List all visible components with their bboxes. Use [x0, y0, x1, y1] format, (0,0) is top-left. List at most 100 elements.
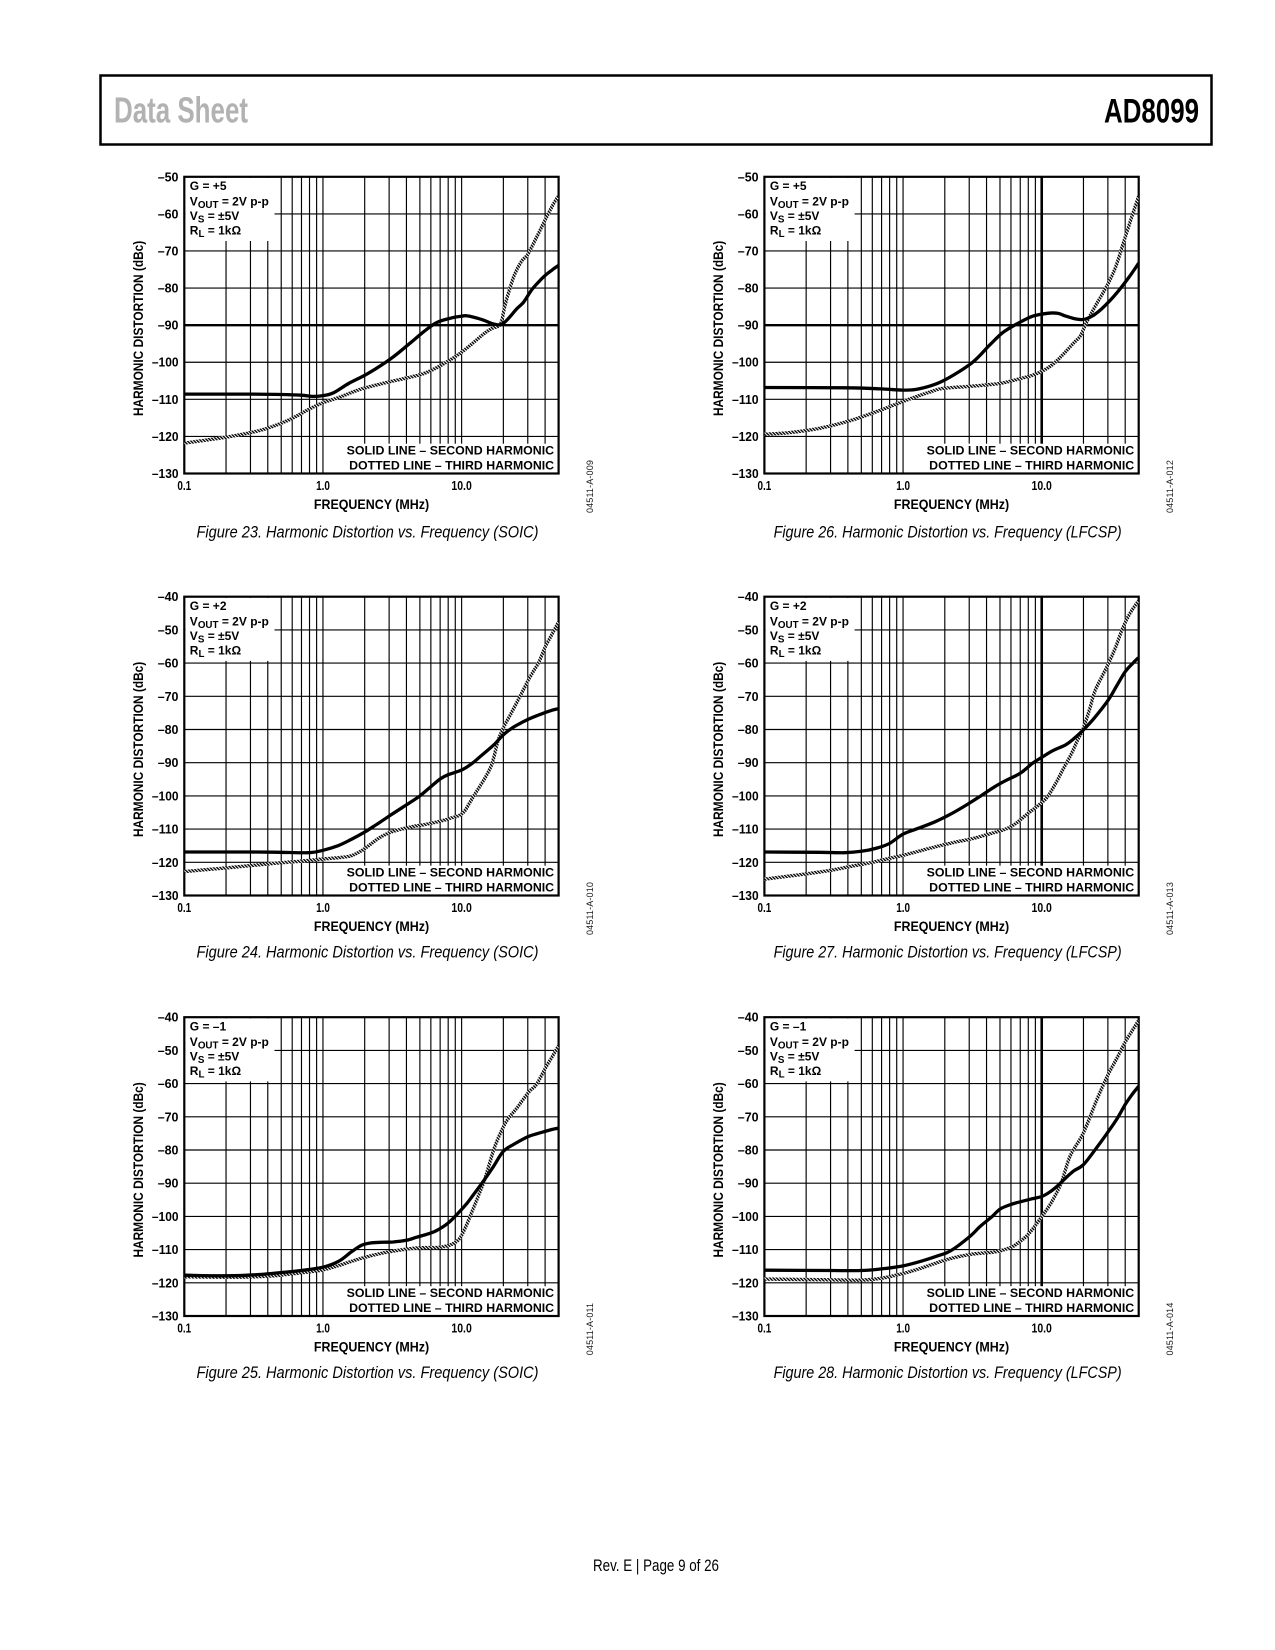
svg-text:–100: –100 [152, 356, 179, 370]
svg-text:–70: –70 [738, 690, 759, 704]
svg-text:10.0: 10.0 [451, 479, 471, 493]
svg-text:FREQUENCY (MHz): FREQUENCY (MHz) [314, 918, 429, 934]
svg-text:–80: –80 [738, 723, 759, 737]
svg-text:–70: –70 [738, 244, 759, 258]
svg-text:FREQUENCY (MHz): FREQUENCY (MHz) [894, 918, 1009, 934]
svg-text:0.1: 0.1 [758, 479, 772, 493]
svg-text:–110: –110 [732, 1243, 759, 1257]
svg-text:DOTTED LINE – THIRD HARMONIC: DOTTED LINE – THIRD HARMONIC [349, 458, 554, 472]
svg-text:–110: –110 [732, 823, 759, 837]
svg-text:Figure 27. Harmonic Distortion: Figure 27. Harmonic Distortion vs. Frequ… [774, 942, 1122, 961]
svg-text:Figure 23. Harmonic Distortion: Figure 23. Harmonic Distortion vs. Frequ… [197, 522, 539, 541]
svg-text:HARMONIC DISTORTION (dBc): HARMONIC DISTORTION (dBc) [710, 241, 726, 416]
svg-text:FREQUENCY (MHz): FREQUENCY (MHz) [894, 496, 1009, 512]
svg-text:–130: –130 [732, 1310, 759, 1324]
svg-text:–70: –70 [738, 1110, 759, 1124]
svg-text:HARMONIC DISTORTION (dBc): HARMONIC DISTORTION (dBc) [130, 1082, 146, 1257]
svg-text:–130: –130 [732, 889, 759, 903]
svg-text:G = +5: G = +5 [770, 179, 807, 193]
svg-text:–120: –120 [732, 430, 759, 444]
svg-text:–90: –90 [158, 1177, 179, 1191]
svg-text:–120: –120 [152, 856, 179, 870]
svg-text:–100: –100 [152, 789, 179, 803]
svg-text:Figure 24. Harmonic Distortion: Figure 24. Harmonic Distortion vs. Frequ… [197, 942, 539, 961]
svg-text:AD8099: AD8099 [1104, 93, 1199, 131]
svg-text:HARMONIC DISTORTION (dBc): HARMONIC DISTORTION (dBc) [130, 662, 146, 837]
svg-text:–120: –120 [152, 430, 179, 444]
svg-text:Rev. E | Page 9 of 26: Rev. E | Page 9 of 26 [593, 1556, 719, 1575]
svg-text:–90: –90 [158, 319, 179, 333]
svg-text:DOTTED LINE – THIRD HARMONIC: DOTTED LINE – THIRD HARMONIC [349, 880, 554, 894]
svg-text:–40: –40 [738, 1011, 759, 1025]
svg-text:SOLID LINE – SECOND HARMONIC: SOLID LINE – SECOND HARMONIC [927, 1286, 1135, 1300]
svg-text:–130: –130 [732, 467, 759, 481]
svg-text:–50: –50 [738, 170, 759, 184]
svg-text:G = +5: G = +5 [190, 179, 227, 193]
svg-text:DOTTED LINE – THIRD HARMONIC: DOTTED LINE – THIRD HARMONIC [929, 880, 1134, 894]
svg-text:04511-A-012: 04511-A-012 [1165, 460, 1175, 513]
svg-text:–100: –100 [152, 1210, 179, 1224]
svg-text:10.0: 10.0 [451, 1321, 471, 1335]
svg-text:–120: –120 [732, 856, 759, 870]
svg-text:10.0: 10.0 [1032, 479, 1052, 493]
svg-text:G = –1: G = –1 [770, 1020, 807, 1034]
svg-text:–40: –40 [158, 1011, 179, 1025]
svg-text:0.1: 0.1 [177, 1321, 191, 1335]
svg-text:HARMONIC DISTORTION (dBc): HARMONIC DISTORTION (dBc) [710, 662, 726, 837]
svg-text:–50: –50 [738, 1044, 759, 1058]
svg-text:–60: –60 [158, 1077, 179, 1091]
svg-text:1.0: 1.0 [316, 901, 330, 915]
svg-text:VOUT = 2V p-p: VOUT = 2V p-p [770, 194, 849, 211]
svg-text:04511-A-014: 04511-A-014 [1165, 1302, 1175, 1355]
svg-text:–80: –80 [158, 1144, 179, 1158]
svg-text:–50: –50 [158, 1044, 179, 1058]
svg-text:–80: –80 [158, 723, 179, 737]
svg-text:–60: –60 [738, 1077, 759, 1091]
svg-text:FREQUENCY (MHz): FREQUENCY (MHz) [314, 1339, 429, 1355]
svg-text:1.0: 1.0 [316, 1321, 330, 1335]
svg-text:SOLID LINE – SECOND HARMONIC: SOLID LINE – SECOND HARMONIC [347, 865, 555, 879]
svg-text:–110: –110 [732, 393, 759, 407]
svg-text:–60: –60 [738, 657, 759, 671]
svg-text:–90: –90 [738, 1177, 759, 1191]
svg-text:–80: –80 [738, 282, 759, 296]
svg-text:04511-A-009: 04511-A-009 [585, 460, 595, 513]
svg-text:FREQUENCY (MHz): FREQUENCY (MHz) [894, 1339, 1009, 1355]
svg-text:–40: –40 [158, 590, 179, 604]
svg-text:DOTTED LINE – THIRD HARMONIC: DOTTED LINE – THIRD HARMONIC [929, 458, 1134, 472]
svg-text:Data Sheet: Data Sheet [114, 90, 248, 131]
svg-text:–100: –100 [732, 1210, 759, 1224]
svg-text:–50: –50 [158, 623, 179, 637]
svg-text:–60: –60 [158, 657, 179, 671]
svg-text:Figure 28. Harmonic Distortion: Figure 28. Harmonic Distortion vs. Frequ… [774, 1363, 1122, 1382]
svg-text:0.1: 0.1 [758, 901, 772, 915]
svg-text:HARMONIC DISTORTION (dBc): HARMONIC DISTORTION (dBc) [130, 241, 146, 416]
svg-text:SOLID LINE – SECOND HARMONIC: SOLID LINE – SECOND HARMONIC [347, 1286, 555, 1300]
svg-text:1.0: 1.0 [896, 1321, 910, 1335]
svg-text:1.0: 1.0 [896, 479, 910, 493]
svg-text:Figure 25. Harmonic Distortion: Figure 25. Harmonic Distortion vs. Frequ… [197, 1363, 539, 1382]
svg-text:04511-A-011: 04511-A-011 [585, 1303, 595, 1355]
svg-text:–90: –90 [738, 319, 759, 333]
svg-text:–80: –80 [158, 282, 179, 296]
svg-text:FREQUENCY (MHz): FREQUENCY (MHz) [314, 496, 429, 512]
svg-text:–110: –110 [152, 393, 179, 407]
svg-text:SOLID LINE – SECOND HARMONIC: SOLID LINE – SECOND HARMONIC [927, 865, 1135, 879]
svg-text:–90: –90 [738, 756, 759, 770]
svg-text:–120: –120 [152, 1276, 179, 1290]
svg-text:VOUT = 2V p-p: VOUT = 2V p-p [770, 614, 849, 631]
svg-text:SOLID LINE – SECOND HARMONIC: SOLID LINE – SECOND HARMONIC [347, 443, 555, 457]
svg-text:G = +2: G = +2 [770, 599, 807, 613]
svg-text:–60: –60 [738, 207, 759, 221]
svg-text:DOTTED LINE – THIRD HARMONIC: DOTTED LINE – THIRD HARMONIC [349, 1301, 554, 1315]
svg-text:HARMONIC DISTORTION (dBc): HARMONIC DISTORTION (dBc) [710, 1082, 726, 1257]
svg-text:–70: –70 [158, 690, 179, 704]
svg-text:SOLID LINE – SECOND HARMONIC: SOLID LINE – SECOND HARMONIC [927, 443, 1135, 457]
svg-text:0.1: 0.1 [177, 479, 191, 493]
svg-text:VS = ±5V: VS = ±5V [770, 629, 820, 646]
svg-text:–100: –100 [732, 356, 759, 370]
svg-text:–40: –40 [738, 590, 759, 604]
svg-text:Figure 26. Harmonic Distortion: Figure 26. Harmonic Distortion vs. Frequ… [774, 522, 1122, 541]
svg-text:0.1: 0.1 [177, 901, 191, 915]
svg-text:–80: –80 [738, 1144, 759, 1158]
